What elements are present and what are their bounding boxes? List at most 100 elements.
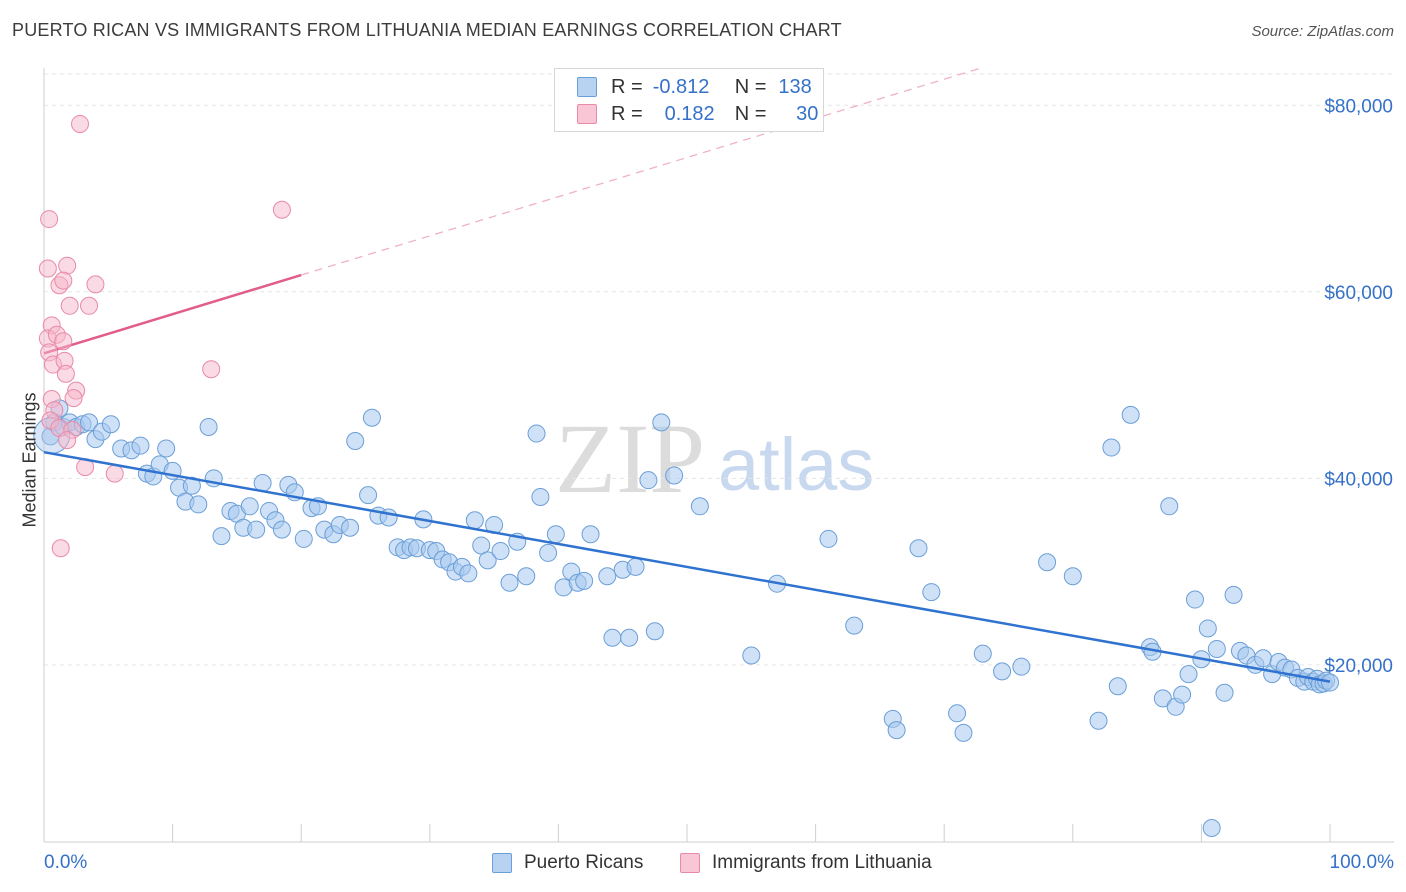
puerto-rican-point [652, 413, 671, 432]
y-tick-label: $80,000 [1324, 96, 1393, 117]
lithuania-point [86, 275, 105, 294]
puerto-rican-point [272, 520, 291, 539]
pink-swatch [577, 104, 597, 124]
watermark: ZIP atlas [555, 403, 874, 514]
puerto-rican-point [603, 628, 622, 647]
blue-swatch [577, 77, 597, 97]
puerto-rican-point [459, 564, 478, 583]
lithuania-point [64, 389, 83, 408]
puerto-rican-point [247, 520, 266, 539]
puerto-rican-point [665, 466, 684, 485]
watermark-zip: ZIP [555, 403, 705, 514]
puerto-rican-point [819, 529, 838, 548]
puerto-rican-point [182, 476, 201, 495]
lithuania-point [51, 539, 70, 558]
puerto-rican-point [1038, 553, 1057, 572]
lithuania-point [272, 200, 291, 219]
puerto-rican-point [954, 723, 973, 742]
lithuania-points [38, 114, 291, 558]
lithuania-trend-line [43, 273, 302, 355]
y-tick-labels: $20,000 $40,000 $60,000 $80,000 [1324, 96, 1393, 677]
lithuania-trend [43, 67, 982, 355]
legend-item-puerto-ricans: Puerto Ricans [492, 852, 643, 874]
puerto-rican-point [189, 495, 208, 514]
n-label: N = [734, 102, 767, 125]
puerto-rican-point [845, 616, 864, 635]
puerto-rican-point [212, 527, 231, 546]
puerto-rican-point [1254, 649, 1273, 668]
blue-swatch [492, 853, 512, 873]
lithuania-point [202, 360, 221, 379]
puerto-rican-point [645, 622, 664, 641]
n-value: 138 [778, 75, 812, 98]
puerto-rican-point [491, 542, 510, 561]
legend-item-lithuania: Immigrants from Lithuania [680, 852, 932, 874]
legend-row-lithuania: R = 0.182 N = 30 [577, 101, 818, 127]
x-tick-max: 100.0% [1329, 852, 1394, 873]
puerto-rican-point [1102, 438, 1121, 457]
puerto-rican-point [598, 567, 617, 586]
y-tick-label: $20,000 [1324, 656, 1393, 677]
puerto-rican-point [1185, 590, 1204, 609]
r-label: R = [611, 75, 643, 98]
puerto-rican-point [1160, 497, 1179, 516]
lithuania-point [54, 332, 73, 351]
puerto-rican-point [101, 415, 120, 434]
watermark-atlas: atlas [718, 423, 874, 506]
puerto-rican-point [80, 413, 99, 432]
axes [43, 68, 1394, 843]
lithuania-point [38, 259, 57, 278]
puerto-rican-point [973, 644, 992, 663]
lithuania-point [80, 296, 99, 315]
puerto-rican-point [539, 543, 558, 562]
legend-label: Immigrants from Lithuania [712, 852, 932, 873]
puerto-rican-point [575, 571, 594, 590]
puerto-rican-point [527, 424, 546, 443]
legend-row-puerto-rican: R = -0.812 N = 138 [577, 74, 812, 100]
puerto-rican-point [1173, 685, 1192, 704]
puerto-rican-point [472, 536, 491, 555]
lithuania-trend-extension [301, 67, 982, 276]
n-label: N = [734, 75, 767, 98]
lithuania-point [54, 271, 73, 290]
y-tick-label: $60,000 [1324, 283, 1393, 304]
puerto-rican-point [581, 525, 600, 544]
r-value: -0.812 [652, 75, 710, 98]
puerto-rican-point [1321, 673, 1339, 692]
puerto-rican-point [294, 529, 313, 548]
puerto-rican-point [546, 525, 565, 544]
puerto-rican-point [690, 497, 709, 516]
lithuania-point [58, 256, 77, 275]
puerto-rican-point [922, 583, 941, 602]
puerto-rican-point [909, 539, 928, 558]
puerto-rican-point [742, 646, 761, 665]
legend-label: Puerto Ricans [524, 852, 644, 873]
puerto-rican-point [1012, 657, 1031, 676]
lithuania-point [105, 464, 124, 483]
puerto-rican-point [1224, 585, 1243, 604]
puerto-rican-point [1198, 619, 1217, 638]
puerto-rican-point [1202, 819, 1221, 838]
r-label: R = [611, 102, 643, 125]
puerto-rican-point [639, 471, 658, 490]
puerto-rican-point [1179, 665, 1198, 684]
puerto-rican-point [1063, 567, 1082, 586]
puerto-rican-point [517, 567, 536, 586]
puerto-rican-trend-line [43, 450, 1331, 683]
puerto-rican-point [1153, 689, 1172, 708]
y-axis-label: Median Earnings [19, 392, 40, 528]
chart-title: PUERTO RICAN VS IMMIGRANTS FROM LITHUANI… [12, 20, 842, 40]
y-tick-label: $40,000 [1324, 469, 1393, 490]
lithuania-point [58, 431, 77, 450]
stats-legend: R = -0.812 N = 138 R = 0.182 N = 30 [554, 68, 824, 132]
puerto-rican-point [478, 551, 497, 570]
lithuania-point [40, 210, 59, 229]
puerto-rican-point [887, 721, 906, 740]
puerto-rican-point [1108, 677, 1127, 696]
pink-swatch [680, 853, 700, 873]
gridlines [44, 73, 1394, 666]
puerto-rican-point [948, 704, 967, 723]
puerto-rican-point [359, 486, 378, 505]
puerto-rican-point [362, 408, 381, 427]
